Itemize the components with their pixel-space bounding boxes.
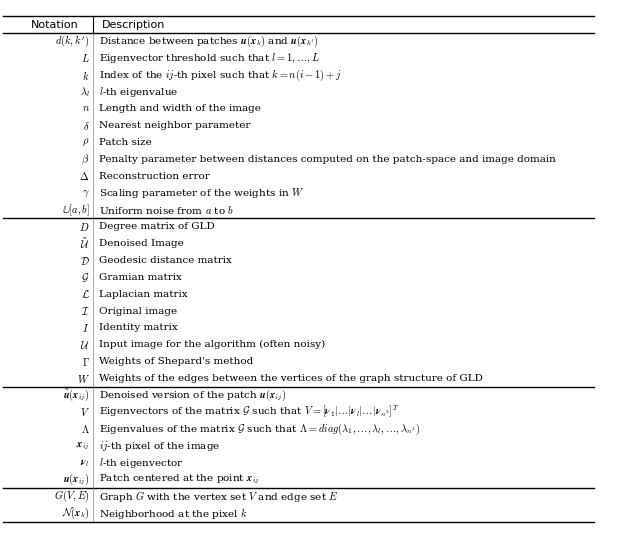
Text: $I$: $I$ (83, 322, 90, 334)
Text: $\tilde{\boldsymbol{u}}(\boldsymbol{x}_{ij})$: $\tilde{\boldsymbol{u}}(\boldsymbol{x}_{… (63, 388, 90, 403)
Text: $\mathcal{I}$: $\mathcal{I}$ (81, 305, 90, 317)
Text: $\Lambda$: $\Lambda$ (81, 423, 90, 435)
Text: $k$: $k$ (83, 69, 90, 82)
Text: $ij$-th pixel of the image: $ij$-th pixel of the image (99, 439, 220, 453)
Text: Graph $G$ with the vertex set $V$ and edge set $E$: Graph $G$ with the vertex set $V$ and ed… (99, 489, 338, 504)
Text: $d(k,k')$: $d(k,k')$ (55, 34, 90, 49)
Text: Denoised Image: Denoised Image (99, 239, 183, 248)
Text: $n$: $n$ (81, 104, 90, 114)
Text: Weights of Shepard's method: Weights of Shepard's method (99, 357, 253, 366)
Text: Index of the $ij$-th pixel such that $k = n(i-1)+j$: Index of the $ij$-th pixel such that $k … (99, 68, 341, 83)
Text: Geodesic distance matrix: Geodesic distance matrix (99, 256, 232, 265)
Text: Identity matrix: Identity matrix (99, 324, 177, 333)
Text: $\mathcal{G}$: $\mathcal{G}$ (81, 271, 90, 283)
Text: $\Gamma$: $\Gamma$ (82, 355, 90, 368)
Text: $\mathcal{N}(\boldsymbol{x}_k)$: $\mathcal{N}(\boldsymbol{x}_k)$ (61, 506, 90, 521)
Text: Distance between patches $\boldsymbol{u}(\boldsymbol{x}_k)$ and $\boldsymbol{u}(: Distance between patches $\boldsymbol{u}… (99, 34, 318, 49)
Text: Scaling parameter of the weights in $W$: Scaling parameter of the weights in $W$ (99, 186, 304, 200)
Text: Length and width of the image: Length and width of the image (99, 104, 260, 114)
Text: $\lambda_l$: $\lambda_l$ (79, 85, 90, 99)
Text: $\mathcal{U}$: $\mathcal{U}$ (80, 339, 90, 351)
Text: Reconstruction error: Reconstruction error (99, 172, 209, 181)
Text: $\delta$: $\delta$ (83, 120, 90, 132)
Text: $\mathbb{U}[a,b]$: $\mathbb{U}[a,b]$ (61, 202, 90, 217)
Text: Eigenvector threshold such that $l = 1,\ldots,L$: Eigenvector threshold such that $l = 1,\… (99, 52, 320, 65)
Text: $\mathcal{L}$: $\mathcal{L}$ (81, 288, 90, 300)
Text: Patch size: Patch size (99, 138, 151, 147)
Text: Eigenvalues of the matrix $\mathcal{G}$ such that $\Lambda = diag(\lambda_1,\ldo: Eigenvalues of the matrix $\mathcal{G}$ … (99, 421, 420, 437)
Text: $G(V,E)$: $G(V,E)$ (54, 489, 90, 504)
Text: Description: Description (102, 21, 165, 30)
Text: $V$: $V$ (79, 406, 90, 418)
Text: $\Delta$: $\Delta$ (79, 170, 90, 182)
Text: $l$-th eigenvector: $l$-th eigenvector (99, 456, 184, 470)
Text: Denoised version of the patch $\boldsymbol{u}(\boldsymbol{x}_{ij})$: Denoised version of the patch $\boldsymb… (99, 388, 285, 403)
Text: Notation: Notation (31, 21, 79, 30)
Text: $D$: $D$ (79, 221, 90, 233)
Text: $\beta$: $\beta$ (81, 153, 90, 167)
Text: $\boldsymbol{x}_{ij}$: $\boldsymbol{x}_{ij}$ (76, 440, 90, 452)
Text: Neighborhood at the pixel $k$: Neighborhood at the pixel $k$ (99, 506, 247, 521)
Text: Weights of the edges between the vertices of the graph structure of GLD: Weights of the edges between the vertice… (99, 374, 483, 383)
Text: $\tilde{\mathcal{U}}$: $\tilde{\mathcal{U}}$ (80, 236, 90, 251)
Text: $W$: $W$ (77, 373, 90, 385)
Text: Nearest neighbor parameter: Nearest neighbor parameter (99, 121, 250, 130)
Text: Uniform noise from $a$ to $b$: Uniform noise from $a$ to $b$ (99, 204, 234, 216)
Text: $\gamma$: $\gamma$ (82, 188, 90, 199)
Text: Input image for the algorithm (often noisy): Input image for the algorithm (often noi… (99, 340, 325, 349)
Text: Patch centered at the point $\boldsymbol{x}_{ij}$: Patch centered at the point $\boldsymbol… (99, 473, 259, 486)
Text: $\rho$: $\rho$ (83, 137, 90, 148)
Text: $L$: $L$ (81, 52, 90, 64)
Text: Eigenvectors of the matrix $\mathcal{G}$ such that $V=[\boldsymbol{\nu}_1|\ldots: Eigenvectors of the matrix $\mathcal{G}$… (99, 404, 399, 420)
Text: Original image: Original image (99, 307, 177, 315)
Text: $\boldsymbol{u}(\boldsymbol{x}_{ij})$: $\boldsymbol{u}(\boldsymbol{x}_{ij})$ (63, 472, 90, 487)
Text: $\mathcal{D}$: $\mathcal{D}$ (80, 255, 90, 267)
Text: $\boldsymbol{\nu}_l$: $\boldsymbol{\nu}_l$ (80, 457, 90, 469)
Text: Penalty parameter between distances computed on the patch-space and image domain: Penalty parameter between distances comp… (99, 155, 556, 164)
Text: $l$-th eigenvalue: $l$-th eigenvalue (99, 85, 178, 99)
Text: Laplacian matrix: Laplacian matrix (99, 290, 187, 299)
Text: Degree matrix of GLD: Degree matrix of GLD (99, 222, 214, 232)
Text: Gramian matrix: Gramian matrix (99, 273, 181, 282)
